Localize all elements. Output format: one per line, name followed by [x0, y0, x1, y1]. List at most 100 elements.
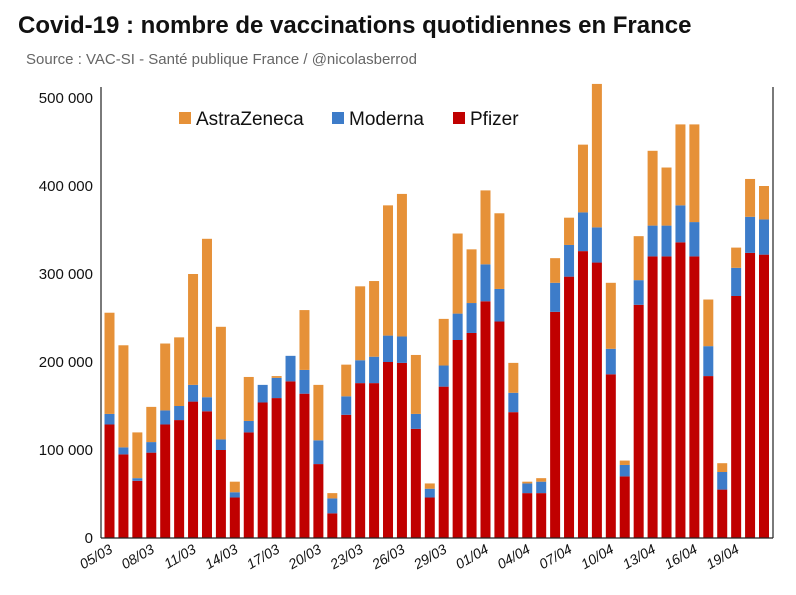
bar-moderna-30/03 [452, 313, 463, 340]
bar-pfizer-12/03 [201, 411, 212, 538]
bar-pfizer-06/03 [118, 454, 129, 538]
bar-pfizer-03/04 [508, 412, 519, 538]
bar-astrazeneca-19/04 [731, 247, 742, 268]
bar-astrazeneca-22/03 [341, 364, 352, 397]
bar-pfizer-27/03 [410, 428, 421, 538]
bar-moderna-26/03 [396, 336, 407, 363]
bar-moderna-08/03 [146, 442, 157, 453]
bar-pfizer-18/03 [285, 381, 296, 538]
bar-astrazeneca-03/04 [508, 362, 519, 393]
bar-moderna-13/03 [215, 439, 226, 450]
bar-astrazeneca-10/03 [174, 337, 185, 406]
bar-pfizer-07/03 [132, 480, 143, 538]
bar-moderna-11/04 [619, 464, 630, 477]
bar-astrazeneca-26/03 [396, 193, 407, 337]
bar-astrazeneca-27/03 [410, 354, 421, 414]
bar-pfizer-01/04 [480, 301, 491, 538]
bar-pfizer-18/04 [717, 489, 728, 538]
bar-pfizer-17/03 [271, 398, 282, 538]
bar-astrazeneca-04/04 [522, 481, 533, 484]
bar-astrazeneca-07/03 [132, 432, 143, 479]
x-tick-label: 10/04 [578, 541, 617, 572]
bar-astrazeneca-14/03 [229, 481, 240, 493]
chart-title: Covid-19 : nombre de vaccinations quotid… [18, 12, 692, 39]
bars-group [104, 83, 769, 538]
bar-moderna-04/04 [522, 483, 533, 494]
bar-moderna-19/03 [299, 369, 310, 394]
bar-pfizer-10/03 [174, 420, 185, 538]
bar-moderna-22/03 [341, 396, 352, 415]
bar-moderna-28/03 [424, 488, 435, 498]
chart-subtitle: Source : VAC-SI - Santé publique France … [26, 51, 417, 68]
legend-swatch-pfizer [453, 112, 465, 124]
bar-astrazeneca-13/03 [215, 326, 226, 440]
bar-moderna-12/04 [633, 280, 644, 305]
y-tick-label: 0 [85, 530, 93, 547]
bar-astrazeneca-06/04 [550, 258, 561, 283]
bar-pfizer-02/04 [494, 321, 505, 538]
x-tick-label: 11/03 [161, 541, 199, 572]
bar-moderna-05/03 [104, 413, 115, 425]
bar-moderna-23/03 [355, 360, 366, 384]
bar-pfizer-06/04 [550, 311, 561, 538]
bar-astrazeneca-09/04 [591, 83, 602, 228]
bar-pfizer-12/04 [633, 304, 644, 538]
x-tick-label: 04/04 [494, 541, 533, 572]
x-tick-label: 13/04 [620, 541, 659, 572]
bar-moderna-01/04 [480, 264, 491, 302]
bar-moderna-25/03 [383, 335, 394, 362]
bar-moderna-07/03 [132, 478, 143, 481]
bar-pfizer-28/03 [424, 497, 435, 538]
legend-label-astrazeneca: AstraZeneca [196, 109, 304, 130]
bar-astrazeneca-17/04 [703, 299, 714, 347]
bar-moderna-18/03 [285, 355, 296, 382]
bar-pfizer-19/04 [731, 296, 742, 538]
bar-pfizer-17/04 [703, 376, 714, 538]
bar-pfizer-21/03 [327, 513, 338, 538]
bar-moderna-14/03 [229, 492, 240, 498]
bar-pfizer-05/04 [536, 493, 547, 538]
bar-astrazeneca-10/04 [605, 282, 616, 349]
y-tick-label: 500 000 [39, 90, 93, 107]
bar-moderna-07/04 [564, 244, 575, 277]
bar-astrazeneca-28/03 [424, 483, 435, 489]
bar-pfizer-20/04 [745, 252, 756, 538]
bar-moderna-20/04 [745, 216, 756, 253]
bar-astrazeneca-11/03 [188, 274, 199, 385]
bar-astrazeneca-15/03 [243, 376, 254, 421]
bar-astrazeneca-08/04 [577, 144, 588, 213]
bar-moderna-15/03 [243, 420, 254, 433]
bar-astrazeneca-06/03 [118, 345, 129, 448]
bar-astrazeneca-09/03 [160, 343, 171, 411]
bar-pfizer-11/03 [188, 401, 199, 538]
legend-swatch-astrazeneca [179, 112, 191, 124]
x-tick-label: 08/03 [118, 541, 157, 572]
bar-moderna-16/03 [257, 384, 268, 403]
bar-moderna-09/04 [591, 227, 602, 263]
bar-moderna-18/04 [717, 472, 728, 490]
x-tick-label: 16/04 [662, 541, 701, 572]
bar-astrazeneca-19/03 [299, 310, 310, 370]
bar-moderna-05/04 [536, 481, 547, 494]
bar-moderna-09/03 [160, 410, 171, 425]
bar-astrazeneca-20/04 [745, 178, 756, 217]
bar-pfizer-09/04 [591, 262, 602, 538]
x-tick-label: 17/03 [244, 541, 283, 572]
x-tick-label: 05/03 [77, 541, 116, 572]
bar-pfizer-25/03 [383, 362, 394, 538]
bar-astrazeneca-24/03 [369, 281, 380, 357]
x-tick-label: 23/03 [326, 541, 365, 573]
bar-moderna-29/03 [438, 365, 449, 387]
x-tick-label: 19/04 [703, 541, 742, 572]
bar-astrazeneca-14/04 [661, 167, 672, 226]
bar-pfizer-21/04 [759, 254, 769, 538]
bar-moderna-13/04 [647, 225, 658, 257]
bar-pfizer-29/03 [438, 386, 449, 538]
legend: AstraZeneca Moderna Pfizer [179, 109, 519, 130]
bar-moderna-21/03 [327, 498, 338, 514]
bar-astrazeneca-16/04 [689, 124, 700, 223]
bar-pfizer-11/04 [619, 476, 630, 538]
bar-pfizer-26/03 [396, 362, 407, 538]
bar-pfizer-19/03 [299, 393, 310, 538]
